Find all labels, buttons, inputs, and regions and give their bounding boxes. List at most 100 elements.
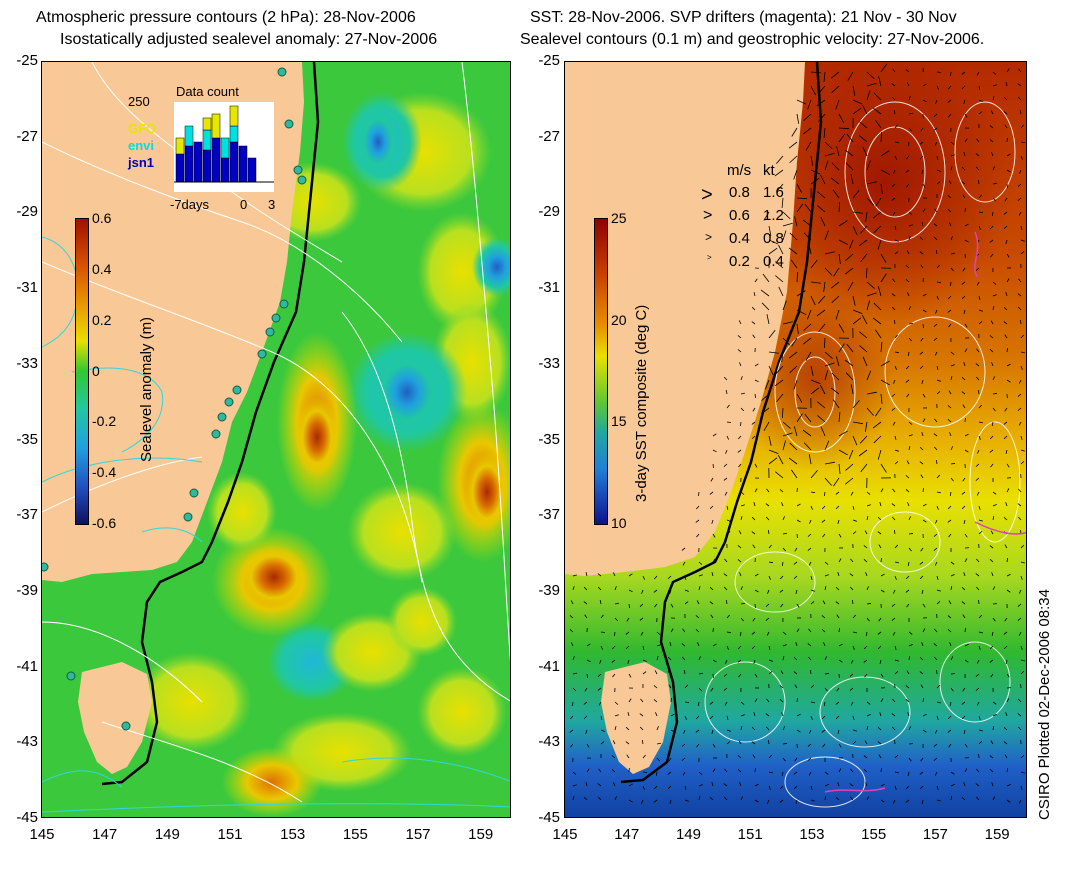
inset-y-max: 250 <box>128 94 150 109</box>
velocity-arrow <box>992 281 997 285</box>
velocity-arrow <box>668 757 672 762</box>
velocity-arrow <box>625 645 630 650</box>
velocity-arrow <box>796 393 803 403</box>
velocity-arrow <box>1006 767 1009 773</box>
velocity-arrow <box>852 99 863 105</box>
velocity-arrow <box>992 725 995 731</box>
velocity-arrow <box>907 561 910 567</box>
velocity-arrow <box>866 725 869 731</box>
velocity-arrow <box>936 684 941 689</box>
velocity-arrow <box>1017 183 1022 187</box>
velocity-arrow <box>908 322 914 325</box>
velocity-arrow <box>905 685 910 689</box>
velocity-arrow <box>875 329 882 339</box>
velocity-arrow <box>947 615 952 619</box>
velocity-arrow <box>597 783 602 787</box>
velocity-arrow <box>1003 321 1008 325</box>
colorbar-tick: 0.2 <box>92 311 112 328</box>
velocity-arrow <box>739 782 742 787</box>
velocity-arrow <box>948 113 952 118</box>
velocity-arrow <box>794 216 798 227</box>
velocity-arrow <box>611 769 616 773</box>
velocity-arrow <box>796 309 807 315</box>
right-y-tick: -45 <box>538 809 560 826</box>
velocity-arrow <box>908 96 911 101</box>
velocity-arrow <box>796 503 801 507</box>
velocity-arrow <box>950 71 952 77</box>
velocity-arrow <box>922 293 927 297</box>
velocity-arrow <box>833 399 840 409</box>
velocity-arrow <box>823 281 826 292</box>
velocity-arrow <box>838 463 841 474</box>
velocity-arrow <box>963 519 966 524</box>
velocity-arrow <box>597 687 602 691</box>
velocity-arrow <box>908 655 911 661</box>
velocity-arrow <box>791 469 798 479</box>
left-x-tick: 145 <box>29 826 55 843</box>
velocity-arrow <box>976 449 980 454</box>
velocity-arrow <box>667 656 672 661</box>
velocity-arrow <box>653 699 658 703</box>
velocity-arrow <box>804 203 812 213</box>
velocity-arrow <box>880 169 891 175</box>
velocity-arrow <box>892 589 896 594</box>
velocity-arrow <box>921 379 924 384</box>
velocity-arrow <box>1020 754 1025 759</box>
velocity-arrow <box>905 365 910 370</box>
inset-bar-chart <box>174 102 274 192</box>
velocity-arrow <box>908 421 913 425</box>
velocity-arrow <box>824 351 833 359</box>
velocity-arrow <box>810 575 813 580</box>
velocity-arrow <box>992 617 996 622</box>
velocity-arrow <box>990 740 994 745</box>
sealevel-colorbar-label: Sealevel anomaly (m) <box>138 316 155 462</box>
velocity-arrow <box>1005 712 1008 717</box>
velocity-arrow <box>950 656 954 661</box>
velocity-arrow <box>711 519 714 524</box>
velocity-arrow <box>891 306 896 311</box>
left-x-tick: 147 <box>92 826 118 843</box>
velocity-arrow <box>830 281 840 289</box>
velocity-arrow <box>992 796 996 801</box>
velocity-arrow <box>845 162 854 171</box>
velocity-arrow <box>835 796 840 801</box>
velocity-arrow <box>682 771 686 776</box>
right-title-line1: SST: 28-Nov-2006. SVP drifters (magenta)… <box>530 9 957 26</box>
velocity-arrow <box>838 323 845 333</box>
velocity-arrow <box>894 225 897 230</box>
velocity-arrow <box>1018 698 1022 703</box>
velocity-arrow <box>963 99 966 104</box>
velocity-arrow <box>698 784 703 787</box>
velocity-arrow <box>751 631 756 635</box>
velocity-arrow <box>950 236 953 241</box>
velocity-arrow <box>860 225 868 234</box>
velocity-arrow <box>1020 544 1025 549</box>
velocity-arrow <box>905 489 910 493</box>
velocity-arrow <box>824 251 835 255</box>
inset-bar-jsn1 <box>220 157 230 183</box>
velocity-arrow <box>684 601 689 605</box>
inset-bar-jsn1 <box>238 145 248 183</box>
velocity-arrow <box>782 321 793 325</box>
velocity-arrow <box>600 729 605 732</box>
velocity-arrow <box>978 111 983 115</box>
velocity-arrow <box>1006 253 1010 258</box>
velocity-arrow <box>992 393 998 395</box>
velocity-arrow <box>873 302 882 311</box>
velocity-arrow <box>906 603 910 608</box>
velocity-arrow <box>978 740 983 745</box>
velocity-arrow <box>991 421 994 427</box>
velocity-arrow <box>1017 603 1022 607</box>
velocity-arrow <box>711 782 714 787</box>
velocity-arrow <box>597 796 602 801</box>
velocity-arrow <box>802 429 812 437</box>
inset-bar-jsn1 <box>202 149 212 183</box>
velocity-arrow <box>947 99 952 103</box>
velocity-arrow <box>698 561 703 565</box>
velocity-arrow <box>740 504 745 507</box>
velocity-arrow <box>978 715 981 720</box>
velocity-arrow <box>724 796 728 801</box>
right-x-tick: 153 <box>799 826 825 843</box>
velocity-arrow <box>1017 96 1022 101</box>
velocity-arrow <box>991 211 994 217</box>
